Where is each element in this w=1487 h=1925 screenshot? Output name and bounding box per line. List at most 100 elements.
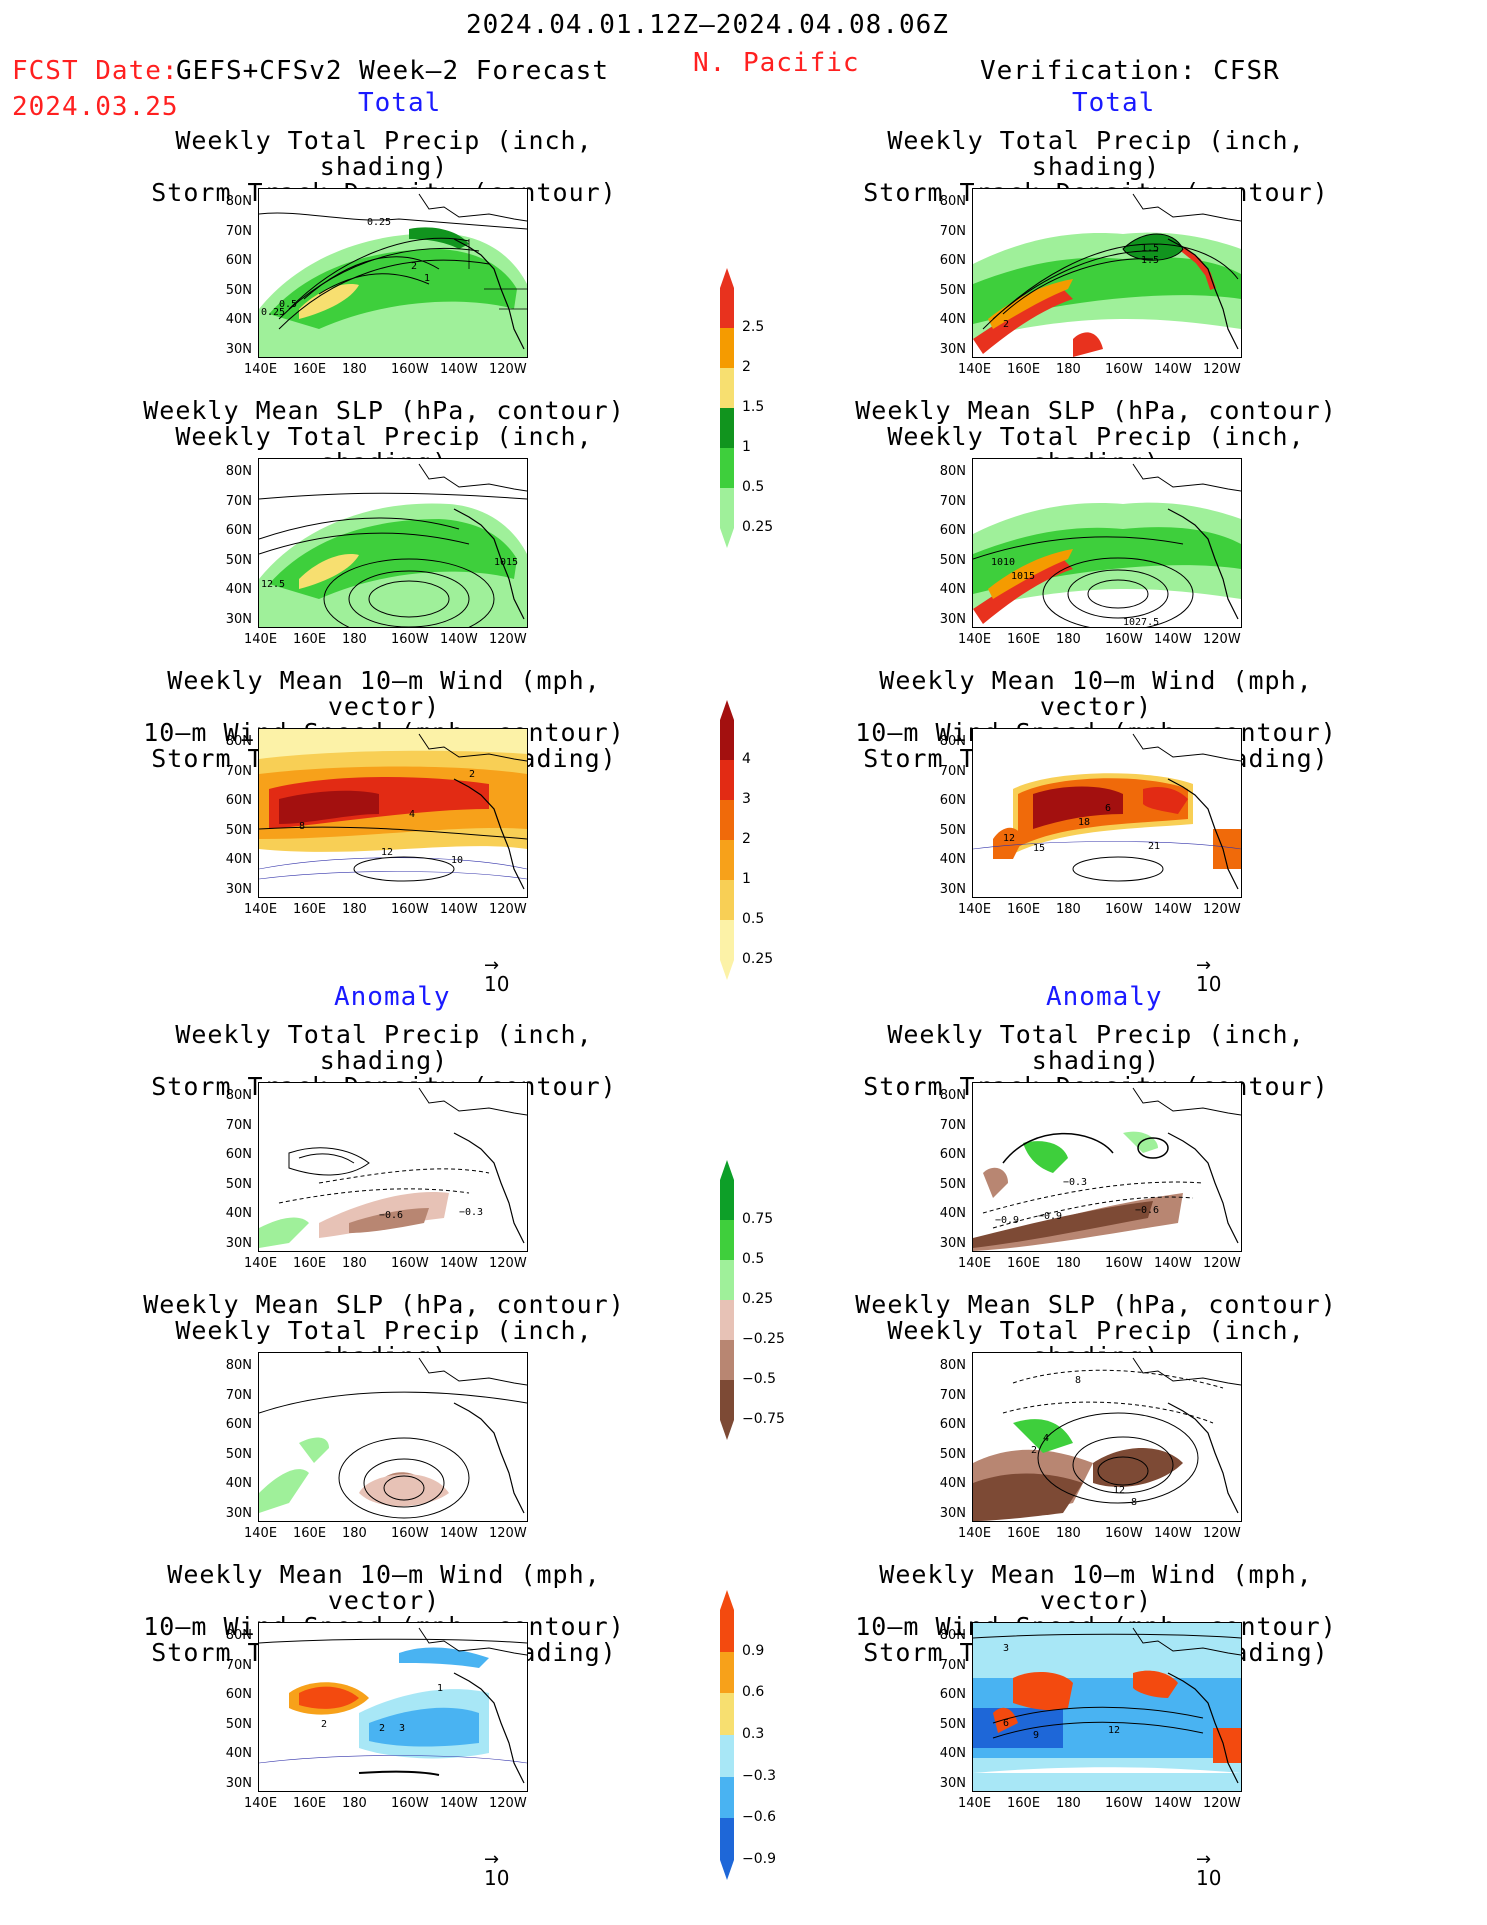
map-label: 0.25 xyxy=(367,217,391,228)
lat-tick-label: 60N xyxy=(225,1147,252,1162)
colorbar-label: 1 xyxy=(742,439,751,455)
lon-tick-label: 160W xyxy=(391,1256,429,1271)
lat-tick-label: 50N xyxy=(225,282,252,298)
lat-tick-label: 80N xyxy=(939,194,966,209)
colorbar-label: 1.5 xyxy=(742,399,765,415)
vector-ref-l3: → 10 xyxy=(484,955,510,997)
map-r3: 12 15 18 6 21 xyxy=(972,728,1242,898)
lat-tick-label: 60N xyxy=(225,1687,252,1702)
map-label: 1027.5 xyxy=(1123,617,1159,627)
lon-tick-label: 160E xyxy=(293,1796,327,1811)
colorbar-segment xyxy=(720,1260,734,1300)
lat-tick-label: 50N xyxy=(939,822,966,838)
lon-tick-label: 160E xyxy=(1007,632,1041,647)
lat-tick-label: 40N xyxy=(225,1206,252,1221)
lon-tick-label: 140W xyxy=(440,1796,478,1811)
lat-tick-label: 60N xyxy=(939,1687,966,1702)
colorbar-label: −0.5 xyxy=(742,1371,776,1387)
lon-tick-label: 180 xyxy=(1056,1256,1081,1271)
verification-label: Verification: CFSR xyxy=(980,56,1280,86)
lat-tick-label: 80N xyxy=(939,464,966,479)
map-label: 2 xyxy=(411,261,417,272)
lon-tick-label: 140W xyxy=(1154,1796,1192,1811)
lon-tick-label: 180 xyxy=(342,1526,367,1541)
colorbar-label: −0.25 xyxy=(742,1331,785,1347)
lat-tick-label: 70N xyxy=(939,763,966,779)
lon-tick-label: 140E xyxy=(244,1256,278,1271)
lat-tick-label: 40N xyxy=(225,852,252,867)
map-label: 18 xyxy=(1078,817,1090,828)
lon-tick-label: 160E xyxy=(293,1526,327,1541)
lon-tick-label: 140W xyxy=(1154,362,1192,377)
map-l5 xyxy=(258,1352,528,1522)
section-anomaly-left: Anomaly xyxy=(334,982,451,1012)
lon-tick-label: 160W xyxy=(1105,362,1143,377)
map-label: 1 xyxy=(437,1683,443,1694)
map-label: 2 xyxy=(321,1719,327,1730)
colorbar-storm-total: 4 3 2 1 0.5 0.25 xyxy=(720,700,773,980)
map-label: 2 xyxy=(379,1723,385,1734)
map-label: 1015 xyxy=(494,557,518,568)
lon-tick-label: 180 xyxy=(1056,632,1081,647)
map-label: 2 xyxy=(1003,319,1009,330)
lon-tick-label: 140E xyxy=(244,1526,278,1541)
lat-tick-label: 60N xyxy=(225,793,252,808)
colorbar-segment xyxy=(720,328,734,368)
lat-tick-label: 40N xyxy=(939,1746,966,1761)
map-label: 12.5 xyxy=(261,579,285,590)
lat-tick-label: 70N xyxy=(225,223,252,239)
lon-tick-label: 160W xyxy=(1105,1796,1143,1811)
colorbar-label: 2 xyxy=(742,831,751,847)
lat-tick-label: 80N xyxy=(225,1358,252,1373)
lon-tick-label: 180 xyxy=(1056,1796,1081,1811)
lon-tick-label: 160E xyxy=(293,902,327,917)
lat-tick-label: 60N xyxy=(225,523,252,538)
colorbar-segment xyxy=(720,488,734,528)
colorbar-segment xyxy=(720,1340,734,1380)
colorbar-label: 0.75 xyxy=(742,1211,774,1227)
map-l6: 1 2 2 3 xyxy=(258,1622,528,1792)
colorbar-segment xyxy=(720,1300,734,1340)
lon-tick-label: 180 xyxy=(1056,1526,1081,1541)
colorbar-segment xyxy=(720,448,734,488)
lat-tick-label: 30N xyxy=(939,1775,966,1791)
lon-tick-label: 160W xyxy=(1105,1526,1143,1541)
lat-tick-label: 30N xyxy=(939,1505,966,1521)
colorbar-arrow-bottom xyxy=(720,528,734,548)
lon-tick-label: 160W xyxy=(391,632,429,647)
colorbar-segment xyxy=(720,288,734,328)
colorbar-segment xyxy=(720,1610,734,1652)
lat-tick-label: 50N xyxy=(939,1716,966,1732)
colorbar-segment xyxy=(720,760,734,800)
lat-tick-label: 70N xyxy=(225,1387,252,1403)
lat-tick-label: 50N xyxy=(225,1716,252,1732)
lon-tick-label: 140E xyxy=(244,632,278,647)
map-label: −0.9 xyxy=(995,1215,1019,1226)
lat-tick-label: 40N xyxy=(939,1206,966,1221)
lon-tick-label: 180 xyxy=(342,1796,367,1811)
lat-tick-label: 70N xyxy=(939,1387,966,1403)
map-label: 1 xyxy=(424,273,430,284)
lat-tick-label: 30N xyxy=(225,611,252,627)
map-r5: 8 4 2 12 8 xyxy=(972,1352,1242,1522)
lat-tick-label: 40N xyxy=(939,312,966,327)
vector-ref-r3: → 10 xyxy=(1196,955,1222,997)
forecast-name: GEFS+CFSv2 Week–2 Forecast xyxy=(176,56,609,86)
vector-ref-l6: → 10 xyxy=(484,1849,510,1891)
map-r4: −0.3 −0.9 −0.9 −0.6 xyxy=(972,1082,1242,1252)
map-label: −0.6 xyxy=(379,1210,403,1221)
map-label: 6 xyxy=(1003,1718,1009,1729)
panel-title-l4: Weekly Total Precip (inch, shading) Storm… xyxy=(151,1020,617,1101)
lat-tick-label: 60N xyxy=(225,1417,252,1432)
map-label: −0.6 xyxy=(1135,1205,1159,1216)
colorbar-label: 0.9 xyxy=(742,1642,765,1659)
colorbar-segment xyxy=(720,1776,734,1819)
lon-tick-label: 140E xyxy=(244,1796,278,1811)
panel-title-l5: Weekly Mean SLP (hPa, contour) Weekly Tot… xyxy=(143,1290,625,1370)
lat-tick-label: 80N xyxy=(939,734,966,749)
colorbar-arrow-top xyxy=(720,1590,734,1610)
period-title: 2024.04.01.12Z–2024.04.08.06Z xyxy=(466,10,949,40)
lon-tick-label: 120W xyxy=(1203,1796,1241,1811)
map-r1: 1.5 1.5 2 xyxy=(972,188,1242,358)
lat-tick-label: 40N xyxy=(225,312,252,327)
